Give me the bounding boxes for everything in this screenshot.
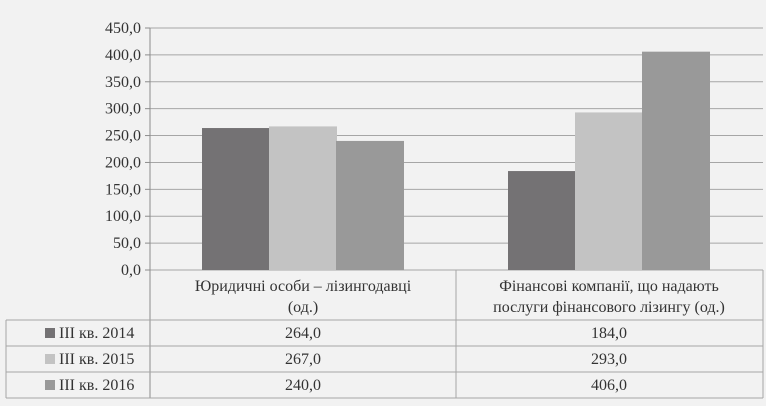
data-table: Юридичні особи – лізингодавці (од.) Фінанс…: [5, 270, 764, 399]
y-tick-label: 450,0: [105, 20, 141, 37]
table-value: 184,0: [591, 325, 627, 342]
bar: [336, 140, 404, 270]
legend-swatch: [45, 380, 55, 390]
y-tick-label: 350,0: [105, 74, 141, 91]
category-label: Юридичні особи – лізингодавці: [195, 278, 412, 295]
table-value: 293,0: [591, 351, 627, 368]
bar: [508, 171, 576, 270]
legend-label: ІІІ кв. 2015: [59, 351, 134, 368]
table-value: 264,0: [285, 325, 321, 342]
y-tick-label: 400,0: [105, 47, 141, 64]
bar: [202, 128, 270, 270]
table-value: 240,0: [285, 377, 321, 394]
bars: [202, 51, 710, 270]
y-axis: 0,0 50,0 100,0 150,0 200,0 250,0 300,0 350,0 400…: [105, 20, 151, 398]
legend-swatch: [45, 354, 55, 364]
table-value: 267,0: [285, 351, 321, 368]
y-tick-label: 100,0: [105, 208, 141, 225]
legend-label: ІІІ кв. 2014: [59, 325, 134, 342]
category-label: послуги фінансового лізингу (од.): [493, 299, 725, 316]
bar: [642, 51, 710, 270]
y-tick-label: 0,0: [121, 262, 141, 279]
table-value: 406,0: [591, 377, 627, 394]
y-tick-label: 250,0: [105, 128, 141, 145]
legend-label: ІІІ кв. 2016: [59, 377, 134, 394]
y-tick-label: 50,0: [113, 235, 141, 252]
legend-swatch: [45, 328, 55, 338]
y-tick-label: 150,0: [105, 181, 141, 198]
category-label: (од.): [288, 299, 318, 316]
bar: [269, 126, 337, 270]
y-tick-label: 200,0: [105, 154, 141, 171]
bar: [575, 112, 643, 270]
y-tick-label: 300,0: [105, 101, 141, 118]
category-label: Фінансові компанії, що надають: [499, 278, 719, 295]
